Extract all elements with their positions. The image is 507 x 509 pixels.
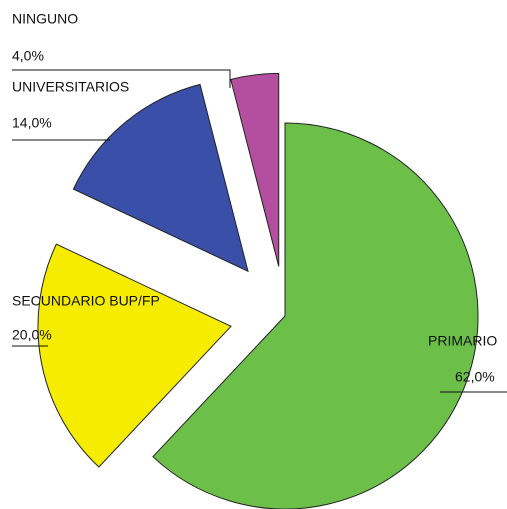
pie-slice	[152, 122, 479, 509]
pie-slice	[37, 243, 232, 468]
slice-value-label: 4,0%	[12, 48, 44, 64]
slice-value-label: 14,0%	[12, 115, 52, 131]
slice-value-label: 62,0%	[455, 369, 495, 385]
slice-label: PRIMARIO	[428, 333, 497, 349]
slice-value-label: 20,0%	[12, 327, 52, 343]
slice-label: UNIVERSITARIOS	[12, 79, 129, 95]
leader-line	[12, 69, 231, 88]
slice-label: SECUNDARIO BUP/FP	[12, 293, 160, 309]
pie-slice	[72, 83, 249, 273]
pie-slice	[230, 72, 280, 267]
slice-label: NINGUNO	[12, 11, 78, 27]
